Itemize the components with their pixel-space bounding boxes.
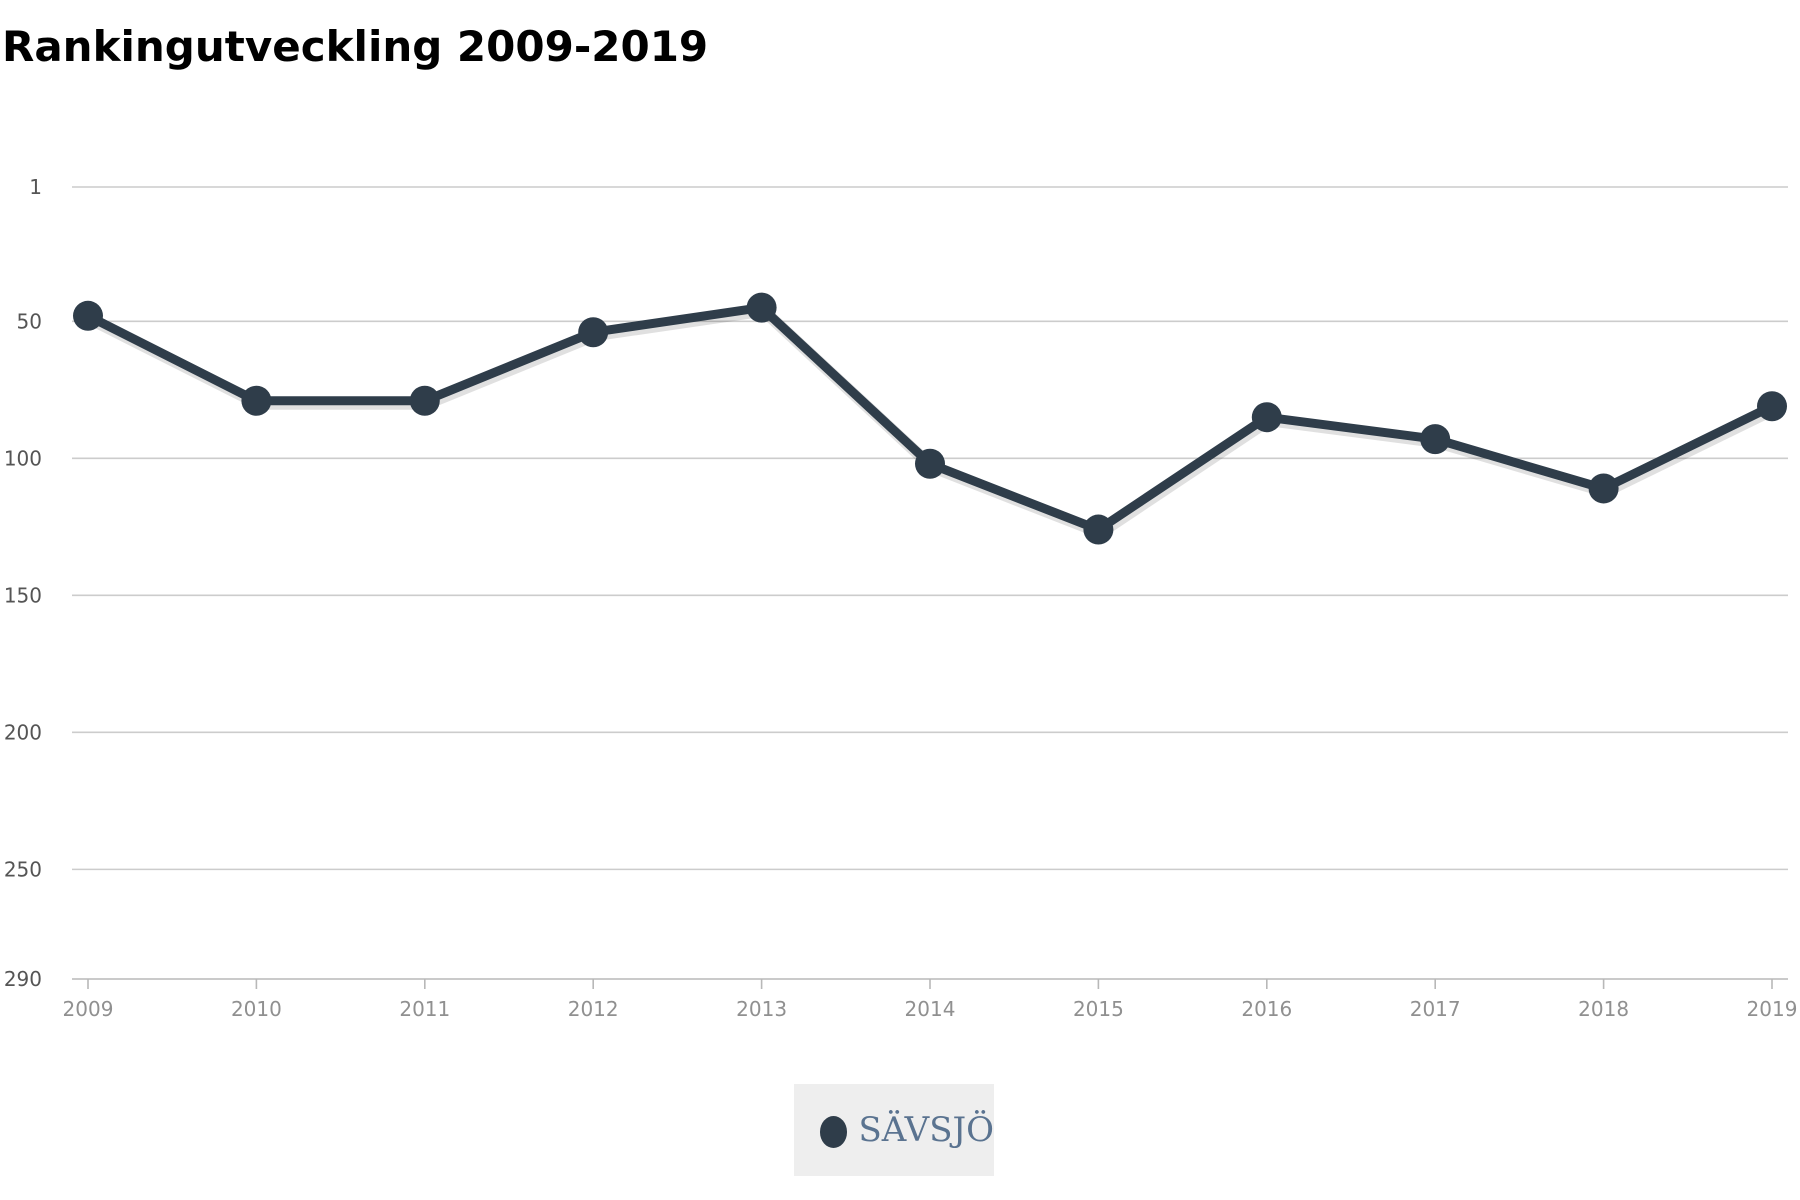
data-point[interactable] (409, 385, 440, 416)
x-tick-label: 2018 (1578, 997, 1629, 1021)
x-tick-label: 2013 (736, 997, 787, 1021)
legend-marker-icon (820, 1116, 848, 1148)
series-savsjo (73, 292, 1787, 545)
series-line-shadow (84, 304, 1780, 539)
x-tick-label: 2009 (63, 997, 114, 1021)
x-tick-label: 2017 (1410, 997, 1461, 1021)
x-tick-label: 2015 (1073, 997, 1124, 1021)
x-tick-label: 2011 (399, 997, 450, 1021)
x-tick-label: 2014 (905, 997, 956, 1021)
data-point[interactable] (915, 448, 945, 479)
data-point[interactable] (746, 292, 777, 323)
y-tick-label: 250 (4, 857, 42, 881)
x-tick-label: 2016 (1241, 997, 1292, 1021)
y-tick-label: 200 (4, 720, 42, 744)
x-tick-label: 2010 (231, 997, 282, 1021)
data-point[interactable] (73, 300, 103, 331)
x-axis (72, 978, 1788, 989)
y-tick-label: 290 (4, 967, 42, 991)
x-axis-labels: 2009 2010 2011 2012 2013 2014 2015 2016 2017 2018… (63, 997, 1798, 1021)
data-point[interactable] (1083, 514, 1114, 545)
x-tick-label: 2019 (1747, 997, 1798, 1021)
y-tick-label: 100 (4, 446, 42, 470)
data-point[interactable] (1420, 424, 1451, 455)
x-tick-label: 2012 (568, 997, 619, 1021)
data-point[interactable] (241, 385, 272, 416)
gridlines (72, 186, 1788, 871)
legend-item[interactable]: SÄVSJÖ (794, 1084, 994, 1176)
y-tick-label: 1 (29, 175, 42, 199)
data-point[interactable] (1588, 473, 1619, 504)
y-tick-label: 50 (17, 309, 42, 333)
data-point[interactable] (1757, 391, 1787, 422)
data-point[interactable] (578, 317, 609, 348)
chart-title: Rankingutveckling 2009-2019 (2, 22, 709, 71)
series-line (83, 303, 1777, 535)
y-tick-label: 150 (4, 583, 42, 607)
legend-label: SÄVSJÖ (858, 1110, 994, 1150)
data-point[interactable] (1251, 402, 1282, 433)
